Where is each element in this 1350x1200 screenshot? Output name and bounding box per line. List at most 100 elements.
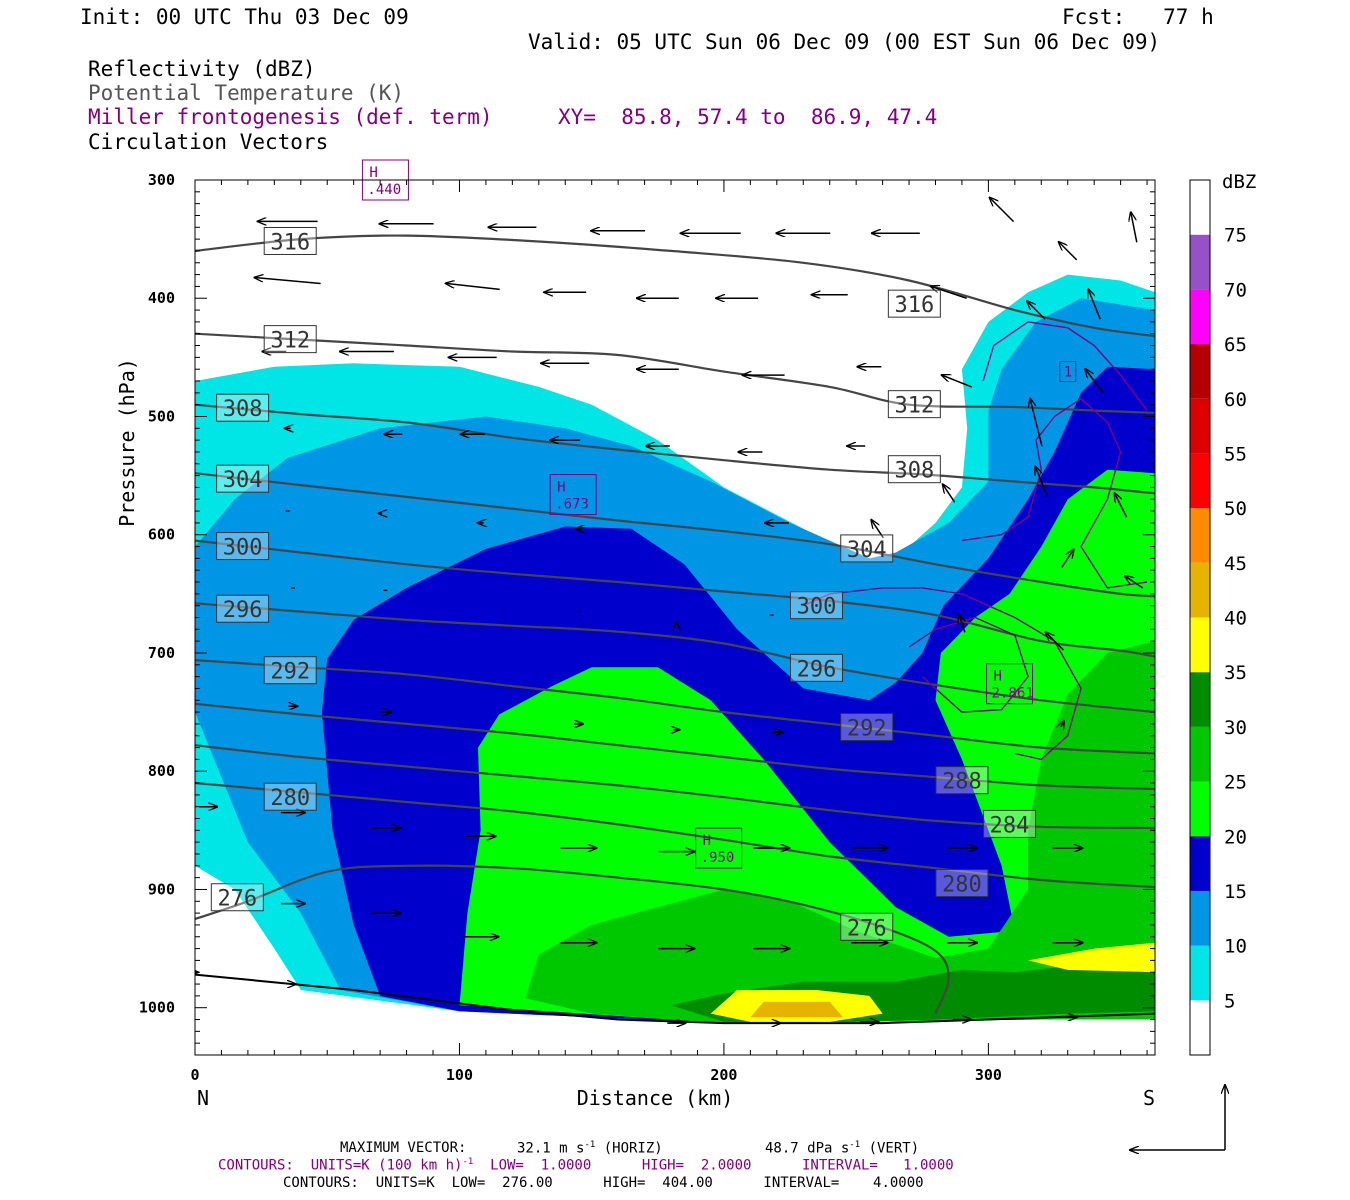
max-vector-vert: 48.7 dPa s-1 (VERT) [765, 1140, 920, 1157]
circulation-vector [1046, 632, 1065, 651]
theta-label-292: 292 [840, 712, 894, 741]
circulation-vector [1088, 289, 1101, 320]
circulation-vector [1061, 549, 1074, 568]
circulation-vector [1035, 467, 1048, 497]
circulation-vector [1030, 398, 1043, 447]
theta-contour-284 [195, 744, 1155, 830]
x-tick-label: 200 [710, 1066, 737, 1084]
svg-text:280: 280 [270, 786, 310, 811]
svg-text:296: 296 [223, 598, 263, 623]
colorbar-label: 65 [1224, 334, 1247, 356]
colorbar-segment [1190, 726, 1210, 782]
circulation-vector [1059, 242, 1078, 261]
frontogenesis-extremum-4: 1 [1059, 361, 1077, 383]
theta-contour-300 [195, 539, 1155, 658]
colorbar-segment [1190, 890, 1210, 946]
y-axis-label: Pressure (hPa) [115, 358, 139, 527]
colorbar-label: 60 [1224, 389, 1247, 411]
theta-contour-312 [195, 332, 1155, 414]
colorbar-segment [1190, 344, 1210, 399]
circulation-vector [1125, 576, 1144, 589]
circulation-vector [990, 198, 1015, 223]
svg-text:H: H [994, 669, 1002, 685]
x-tick-label: 0 [190, 1066, 199, 1084]
theta-label-304: 304 [216, 464, 270, 493]
colorbar-label: 5 [1224, 990, 1235, 1012]
south-label: S [1143, 1086, 1155, 1110]
colorbar-segment [1190, 617, 1210, 673]
miller-contour-2 [803, 587, 1082, 761]
colorbar-label: 15 [1224, 881, 1247, 903]
theta-contour-296 [195, 602, 1155, 714]
colorbar-label: 40 [1224, 608, 1247, 630]
svg-text:312: 312 [270, 329, 310, 354]
svg-text:2.861: 2.861 [992, 686, 1034, 702]
frontogenesis-extremum-2: H.950 [695, 827, 743, 869]
miller-contour-info: CONTOURS: UNITS=K (100 km h)-1 LOW= 1.00… [218, 1157, 954, 1174]
theta-contour-292 [195, 659, 1155, 755]
y-tick-label: 600 [148, 526, 175, 544]
frontogenesis-extremum-0: H.673 [549, 474, 597, 516]
colorbar-segment [1190, 180, 1210, 235]
svg-text:.673: .673 [555, 497, 589, 513]
colorbar-segment [1190, 672, 1210, 727]
theta-label-308: 308 [887, 455, 941, 484]
legend-miller: Miller frontogenesis (def. term) [88, 105, 493, 129]
svg-text:276: 276 [217, 887, 257, 912]
theta-label-304: 304 [840, 534, 894, 563]
legend-vectors: Circulation Vectors [88, 130, 329, 154]
max-vector-horiz: 32.1 m s-1 (HORIZ) [517, 1140, 663, 1157]
svg-text:H: H [369, 165, 377, 181]
svg-text:284: 284 [990, 813, 1030, 838]
colorbar-segment [1190, 508, 1210, 563]
svg-text:300: 300 [797, 595, 837, 620]
cross-section-xy: XY= 85.8, 57.4 to 86.9, 47.4 [558, 105, 938, 129]
svg-text:288: 288 [942, 770, 982, 795]
miller-contour-3 [908, 616, 1029, 713]
circulation-vector [959, 614, 966, 633]
svg-text:308: 308 [894, 459, 934, 484]
colorbar-frame [1189, 179, 1211, 1056]
colorbar-segment [1190, 234, 1210, 290]
colorbar-segment [1190, 562, 1210, 618]
theta-label-280: 280 [263, 782, 317, 811]
miller-contour-0 [982, 321, 1148, 412]
svg-text:1: 1 [1064, 365, 1072, 381]
colorbar-label: 45 [1224, 553, 1247, 575]
colorbar-label: 75 [1224, 225, 1247, 247]
y-tick-label: 400 [148, 289, 175, 307]
svg-text:316: 316 [894, 293, 934, 318]
reflectivity-40dbz-region-8 [750, 1001, 843, 1018]
north-label: N [197, 1086, 209, 1110]
svg-text:280: 280 [942, 873, 982, 898]
svg-text:304: 304 [223, 468, 263, 493]
reflectivity-35dbz-region-7 [1028, 942, 1155, 973]
theta-label-276: 276 [210, 883, 264, 912]
theta-label-316: 316 [263, 226, 317, 255]
colorbar-label: 70 [1224, 279, 1247, 301]
valid-time: Valid: 05 UTC Sun 06 Dec 09 (00 EST Sun … [528, 30, 1161, 54]
circulation-vector [1085, 369, 1104, 394]
svg-text:300: 300 [223, 536, 263, 561]
frontogenesis-extremum-1: H2.861 [986, 663, 1034, 705]
init-time: Init: 00 UTC Thu 03 Dec 09 [80, 5, 409, 29]
colorbar-label: 20 [1224, 826, 1247, 848]
y-tick-label: 1000 [139, 999, 175, 1017]
svg-text:316: 316 [270, 230, 310, 255]
reflectivity-20dbz-region-3 [459, 469, 1155, 1024]
miller-contour-1 [961, 397, 1148, 589]
svg-text:292: 292 [847, 716, 887, 741]
colorbar-segment [1190, 398, 1210, 454]
svg-text:.440: .440 [367, 182, 401, 198]
theta-label-296: 296 [789, 653, 843, 682]
colorbar-label: 50 [1224, 498, 1247, 520]
colorbar-label: 30 [1224, 717, 1247, 739]
legend-reflectivity: Reflectivity (dBZ) [88, 57, 316, 81]
colorbar-segment [1190, 781, 1210, 837]
y-tick-label: 900 [148, 880, 175, 898]
svg-text:276: 276 [847, 916, 887, 941]
theta-contour-308 [195, 403, 1155, 495]
circulation-vector [943, 484, 956, 503]
theta-label-312: 312 [263, 325, 317, 354]
reflectivity-25dbz-region-4 [525, 641, 1155, 1024]
